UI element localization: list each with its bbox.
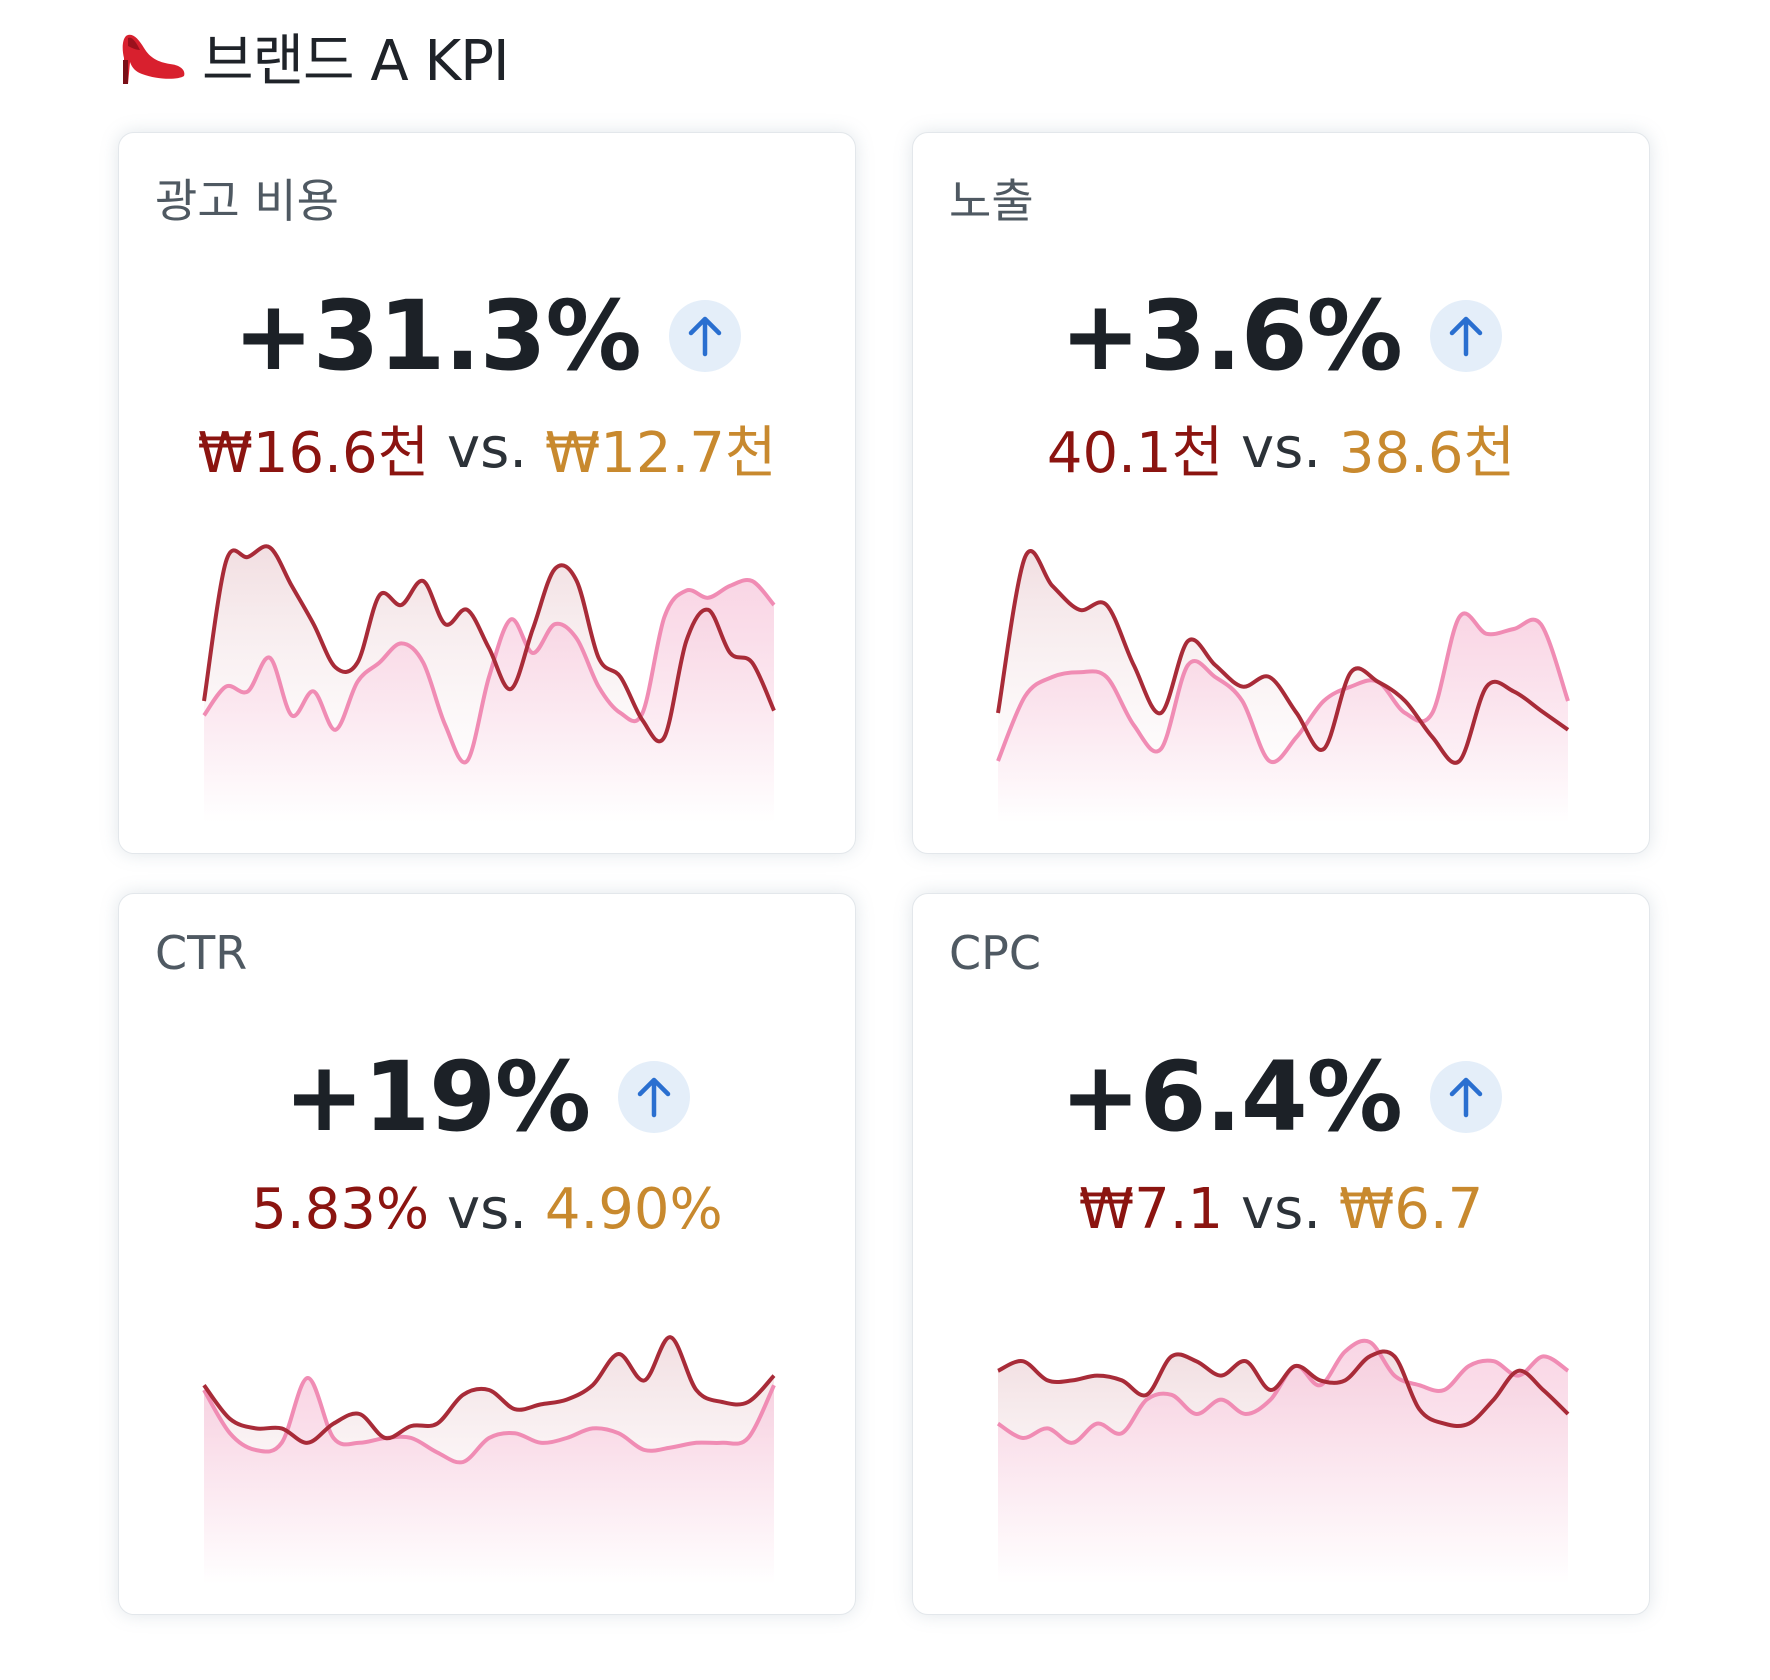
previous-value: 38.6천: [1338, 420, 1516, 486]
arrow-up-icon: [1449, 316, 1483, 357]
kpi-card-ad-spend: 광고 비용 +31.3% ₩16.6천 vs. ₩12.7천: [118, 132, 856, 854]
metric-change-value: +19%: [283, 1041, 591, 1153]
sparkline-chart: [202, 544, 776, 823]
card-label: CTR: [155, 926, 248, 980]
current-value: 40.1천: [1046, 420, 1224, 486]
sparkline-chart: [996, 1338, 1570, 1584]
trend-badge: [1429, 300, 1502, 372]
comparison-row: 5.83% vs. 4.90%: [119, 1174, 855, 1244]
vs-label: vs.: [429, 1176, 545, 1242]
previous-series-area: [204, 579, 774, 823]
kpi-card-impressions: 노출 +3.6% 40.1천 vs. 38.6천: [912, 132, 1650, 854]
metric-change-value: +3.6%: [1060, 280, 1403, 392]
current-value: ₩7.1: [1078, 1176, 1224, 1242]
card-label: 노출: [949, 174, 1034, 228]
trend-badge: [1429, 1061, 1502, 1133]
arrow-up-icon: [688, 316, 721, 357]
sparkline-chart: [996, 549, 1570, 823]
previous-value: ₩6.7: [1338, 1176, 1484, 1242]
vs-label: vs.: [429, 415, 545, 481]
vs-label: vs.: [1223, 1176, 1339, 1242]
comparison-row: 40.1천 vs. 38.6천: [913, 413, 1649, 486]
metric-row: +6.4%: [913, 1036, 1649, 1158]
current-series-line: [202, 544, 776, 744]
arrow-up-icon: [637, 1077, 671, 1118]
previous-series-area: [998, 1340, 1568, 1584]
current-series-line: [202, 1335, 776, 1445]
trend-badge: [668, 300, 741, 372]
current-value: 5.83%: [251, 1176, 430, 1242]
trend-badge: [618, 1061, 691, 1133]
arrow-up-icon: [1449, 1077, 1483, 1118]
kpi-card-cpc: CPC +6.4% ₩7.1 vs. ₩6.7: [912, 893, 1650, 1615]
metric-row: +3.6%: [913, 275, 1649, 397]
previous-series-line: [996, 611, 1570, 765]
metric-row: +31.3%: [119, 275, 855, 397]
page-header: 브랜드 A KPI: [118, 18, 509, 94]
kpi-card-ctr: CTR +19% 5.83% vs. 4.90%: [118, 893, 856, 1615]
previous-series-area: [998, 613, 1568, 823]
previous-series-line: [202, 578, 776, 765]
previous-series-line: [202, 1376, 776, 1465]
previous-value: 4.90%: [544, 1176, 723, 1242]
vs-label: vs.: [1223, 415, 1339, 481]
current-series-line: [997, 1349, 1570, 1428]
current-value: ₩16.6천: [197, 420, 430, 486]
sparkline-chart: [202, 1335, 776, 1584]
previous-value: ₩12.7천: [544, 420, 777, 486]
high-heel-icon: [122, 34, 185, 84]
metric-change-value: +31.3%: [233, 280, 641, 392]
metric-change-value: +6.4%: [1060, 1041, 1403, 1153]
comparison-row: ₩7.1 vs. ₩6.7: [913, 1174, 1649, 1244]
page-title: 브랜드 A KPI: [202, 28, 509, 94]
current-series-line: [996, 549, 1570, 765]
previous-series-area: [204, 1377, 774, 1584]
card-label: 광고 비용: [155, 174, 339, 228]
metric-row: +19%: [119, 1036, 855, 1158]
card-label: CPC: [949, 926, 1041, 980]
comparison-row: ₩16.6천 vs. ₩12.7천: [119, 413, 855, 486]
